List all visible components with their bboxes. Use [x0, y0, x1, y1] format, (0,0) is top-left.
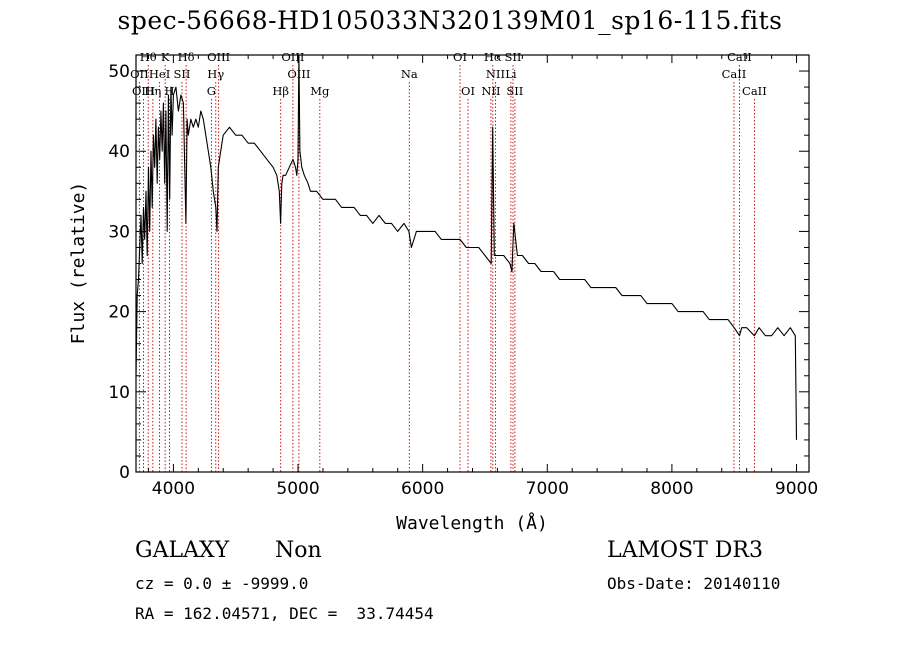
line-label: NII	[486, 67, 505, 81]
line-label: OI	[461, 84, 475, 98]
line-label: OI	[453, 50, 467, 64]
line-label: SII	[505, 50, 522, 64]
line-label: Li	[505, 67, 517, 81]
line-label: Hβ	[272, 84, 289, 98]
line-label: CaII	[722, 67, 747, 81]
y-tick-label: 30	[108, 222, 130, 242]
line-label: HeI	[149, 67, 170, 81]
spectrum-line	[135, 54, 798, 440]
object-class: GALAXY	[135, 538, 230, 563]
line-label: NII	[481, 84, 500, 98]
y-tick-label: 0	[119, 463, 130, 483]
object-subclass: Non	[275, 538, 322, 563]
y-tick-label: 20	[108, 303, 130, 323]
line-label: K	[161, 50, 170, 64]
line-label: Mg	[310, 84, 330, 98]
observation-date: Obs-Date: 20140110	[607, 574, 781, 593]
line-label: CaII	[742, 84, 767, 98]
line-label: G	[207, 84, 216, 98]
y-axis-label: Flux (relative)	[68, 182, 89, 345]
coordinates-info: RA = 162.04571, DEC = 33.74454	[135, 604, 434, 623]
plot-frame	[135, 54, 810, 473]
line-label: Hη	[144, 84, 161, 98]
line-label: SII	[174, 67, 191, 81]
line-label: Hδ	[178, 50, 195, 64]
line-label: H	[165, 84, 175, 98]
y-tick-label: 40	[108, 142, 130, 162]
y-tick-label: 50	[108, 62, 130, 82]
line-label: OIII	[207, 50, 230, 64]
x-axis: 4000 5000 6000 7000 8000 9000	[147, 55, 818, 499]
redshift-info: cz = 0.0 ± -9999.0	[135, 574, 309, 593]
line-label: OII	[130, 67, 149, 81]
y-tick-label: 10	[108, 383, 130, 403]
spectrum-series	[135, 54, 798, 440]
x-axis-label: Wavelength (Å)	[396, 512, 548, 534]
x-tick-label: 6000	[401, 479, 444, 499]
line-label: CaII	[727, 50, 752, 64]
x-tick-label: 5000	[276, 479, 319, 499]
line-label: Na	[401, 67, 418, 81]
x-tick-label: 9000	[775, 479, 818, 499]
x-tick-label: 4000	[152, 479, 195, 499]
x-tick-label: 8000	[650, 479, 693, 499]
chart-title: spec-56668-HD105033N320139M01_sp16-115.f…	[117, 6, 783, 35]
line-label: SII	[506, 84, 523, 98]
line-label: Hα	[484, 50, 502, 64]
x-tick-label: 7000	[526, 479, 569, 499]
y-axis: 0 10 20 30 40 50	[108, 62, 809, 483]
line-label: Hγ	[207, 67, 224, 81]
survey-name: LAMOST DR3	[607, 538, 763, 563]
line-label: OIII	[281, 50, 304, 64]
